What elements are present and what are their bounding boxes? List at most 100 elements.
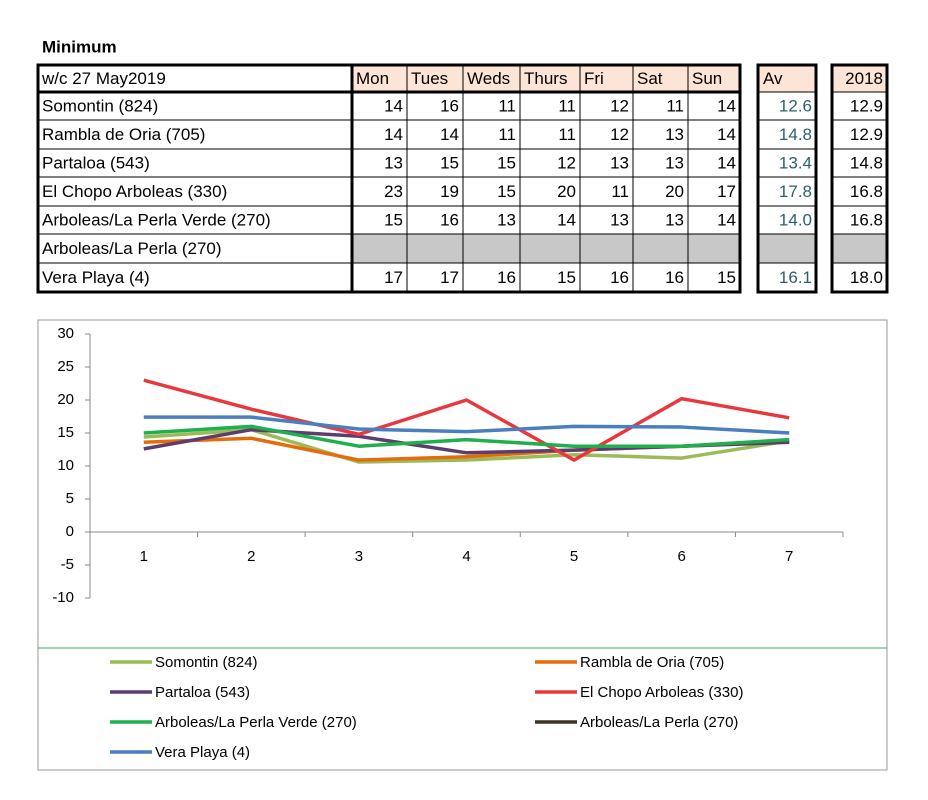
value: 12 — [557, 153, 576, 172]
legend-label: Somontin (824) — [155, 654, 258, 671]
value-cell — [519, 119, 581, 150]
value-cell — [406, 91, 464, 121]
header-text: Tues — [411, 69, 448, 88]
header-cell — [406, 64, 464, 93]
value: 16 — [610, 268, 629, 287]
value-cell — [462, 176, 521, 207]
value: 11 — [666, 96, 684, 115]
value: 13 — [384, 153, 403, 172]
row-name-cell — [37, 176, 353, 207]
row-name: Rambla de Oria (705) — [42, 125, 205, 144]
av-value: 12.6 — [779, 96, 812, 115]
value-cell — [462, 205, 521, 235]
value: 15 — [384, 210, 403, 229]
value-cell — [351, 233, 408, 264]
value: 14 — [557, 210, 576, 229]
table-border — [830, 63, 889, 294]
prev-value: 16.8 — [850, 210, 883, 229]
value: 11 — [498, 125, 516, 144]
value: 17 — [717, 182, 736, 201]
value: 16 — [440, 210, 459, 229]
value-cell — [406, 233, 464, 264]
value: 20 — [665, 182, 684, 201]
value-cell — [351, 119, 408, 150]
value: 17 — [440, 268, 459, 287]
value-cell — [687, 205, 741, 235]
value-cell — [462, 262, 521, 293]
av-value: 14.8 — [779, 125, 812, 144]
x-tick-label: 1 — [140, 548, 148, 565]
value: 11 — [558, 96, 576, 115]
value-cell — [406, 119, 464, 150]
value: 16 — [440, 96, 459, 115]
header-text: w/c 27 May2019 — [41, 69, 166, 88]
value-cell — [579, 262, 634, 293]
y-tick-label: -5 — [61, 556, 74, 573]
x-tick-label: 7 — [785, 548, 793, 565]
prev-value: 12.9 — [850, 125, 883, 144]
value: 15 — [557, 268, 576, 287]
legend-label: Rambla de Oria (705) — [580, 654, 724, 671]
row-name: Arboleas/La Perla Verde (270) — [42, 210, 271, 229]
value: 13 — [610, 153, 629, 172]
value: 19 — [440, 182, 459, 201]
value: 12 — [610, 125, 629, 144]
av-cell — [757, 233, 817, 264]
value-cell — [687, 262, 741, 293]
header-cell — [632, 64, 689, 93]
row-name-cell — [37, 91, 353, 121]
value-cell — [579, 176, 634, 207]
header-text: Sat — [637, 69, 663, 88]
av-cell — [757, 205, 817, 235]
value: 13 — [665, 125, 684, 144]
header-text: Sun — [692, 69, 722, 88]
prev-value: 18.0 — [850, 268, 883, 287]
value: 17 — [384, 268, 403, 287]
value: 13 — [497, 210, 516, 229]
prev-cell — [831, 176, 888, 207]
value-cell — [632, 91, 689, 121]
header-text: Mon — [356, 69, 389, 88]
value-cell — [351, 205, 408, 235]
value-cell — [579, 233, 634, 264]
value-cell — [462, 119, 521, 150]
prev-cell — [831, 205, 888, 235]
series-line — [143, 378, 790, 462]
value-cell — [519, 91, 581, 121]
value: 11 — [611, 182, 629, 201]
table-border — [36, 63, 742, 294]
prev-value: 14.8 — [850, 153, 883, 172]
value: 13 — [665, 153, 684, 172]
header-text: 2018 — [845, 69, 883, 88]
row-name-cell — [37, 119, 353, 150]
row-name-cell — [37, 205, 353, 235]
av-value: 13.4 — [779, 153, 812, 172]
y-tick-label: 20 — [57, 391, 74, 408]
value-cell — [632, 205, 689, 235]
av-cell — [757, 148, 817, 178]
x-tick-label: 3 — [355, 548, 363, 565]
x-tick-label: 6 — [677, 548, 685, 565]
legend-label: Arboleas/La Perla (270) — [580, 714, 738, 731]
row-name-cell — [37, 148, 353, 178]
value-cell — [687, 176, 741, 207]
value: 13 — [610, 210, 629, 229]
value-cell — [519, 233, 581, 264]
prev-value: 12.9 — [850, 96, 883, 115]
value-cell — [351, 262, 408, 293]
x-tick-label: 5 — [570, 548, 578, 565]
value: 16 — [497, 268, 516, 287]
header-text: Av — [763, 69, 783, 88]
legend-label: Vera Playa (4) — [155, 744, 250, 761]
table-border — [756, 63, 818, 294]
value: 14 — [717, 125, 736, 144]
value: 15 — [497, 153, 516, 172]
value-cell — [406, 262, 464, 293]
header-text: Weds — [467, 69, 510, 88]
x-tick-label: 4 — [462, 548, 470, 565]
row-name: Vera Playa (4) — [42, 268, 150, 287]
table-title: Minimum — [42, 37, 117, 56]
value: 16 — [665, 268, 684, 287]
y-tick-label: 15 — [57, 424, 74, 441]
